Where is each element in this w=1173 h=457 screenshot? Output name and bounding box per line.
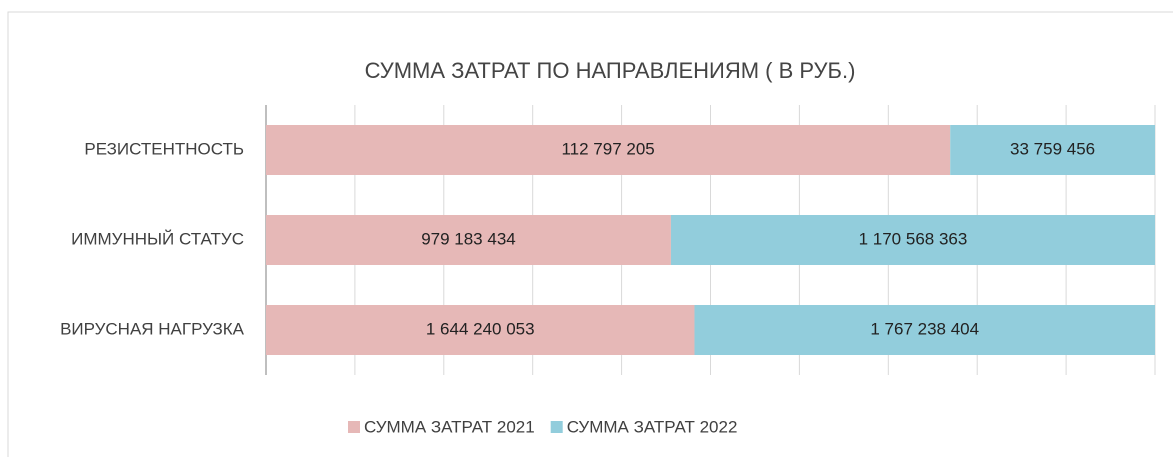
chart-title: СУММА ЗАТРАТ ПО НАПРАВЛЕНИЯМ ( В РУБ.) xyxy=(365,58,856,83)
data-label: 1 767 238 404 xyxy=(870,319,979,338)
data-label: 112 797 205 xyxy=(561,139,654,158)
bar-segment xyxy=(950,125,1155,175)
bar-segment xyxy=(694,305,1155,355)
y-tick-label: ИММУННЫЙ СТАТУС xyxy=(71,229,244,248)
legend-swatch xyxy=(348,421,360,433)
bar-segment xyxy=(266,215,671,265)
legend-label: СУММА ЗАТРАТ 2022 xyxy=(567,417,738,436)
data-label: 1 644 240 053 xyxy=(426,319,535,338)
legend-label: СУММА ЗАТРАТ 2021 xyxy=(364,417,535,436)
y-tick-label: РЕЗИСТЕНТНОСТЬ xyxy=(84,139,244,158)
bar-segment xyxy=(266,125,951,175)
data-label: 979 183 434 xyxy=(421,229,516,248)
bar-segment xyxy=(266,305,695,355)
chart-frame xyxy=(7,11,1173,457)
data-label: 1 170 568 363 xyxy=(859,229,968,248)
y-tick-label: ВИРУСНАЯ НАГРУЗКА xyxy=(60,319,245,338)
data-label: 33 759 456 xyxy=(1010,139,1095,158)
bar-segment xyxy=(670,215,1155,265)
legend-swatch xyxy=(550,421,563,433)
